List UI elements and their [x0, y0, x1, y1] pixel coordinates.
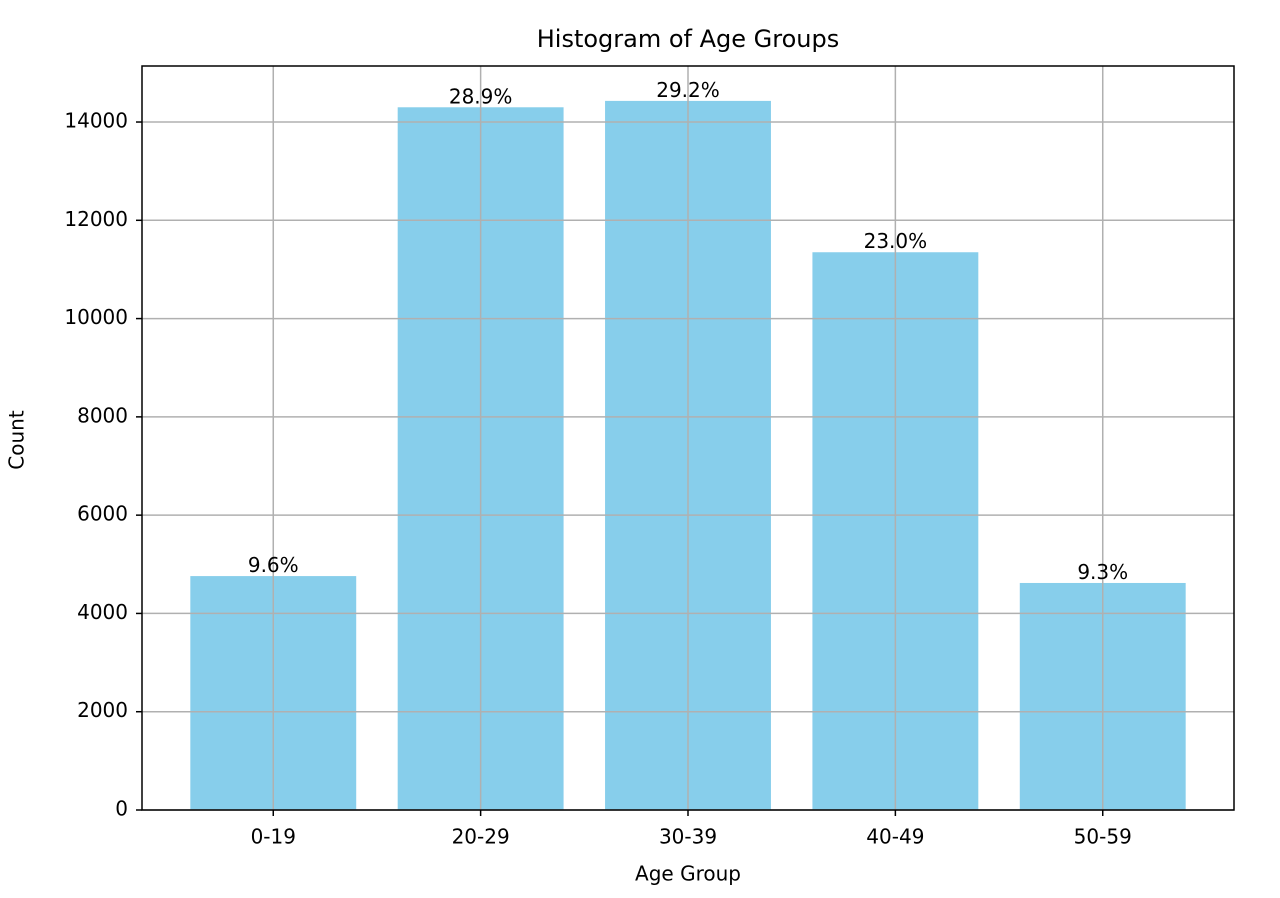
x-axis-label: Age Group: [635, 862, 741, 886]
x-tick-label: 30-39: [659, 825, 717, 849]
y-tick-label: 6000: [77, 502, 128, 526]
y-tick-label: 4000: [77, 600, 128, 624]
bar-annotation: 29.2%: [656, 78, 720, 102]
y-tick-label: 8000: [77, 403, 128, 427]
y-tick-label: 12000: [64, 207, 128, 231]
bar-annotation: 28.9%: [449, 84, 513, 108]
y-tick-label: 10000: [64, 305, 128, 329]
x-tick-label: 40-49: [866, 825, 924, 849]
bar-annotation: 23.0%: [864, 229, 928, 253]
x-tick-label: 0-19: [251, 825, 296, 849]
y-tick-label: 14000: [64, 109, 128, 133]
chart-title: Histogram of Age Groups: [537, 25, 840, 53]
bar-annotation: 9.6%: [248, 553, 299, 577]
y-axis-label: Count: [5, 410, 29, 470]
x-tick-label: 20-29: [452, 825, 510, 849]
y-tick-label: 0: [115, 797, 128, 821]
x-tick-label: 50-59: [1074, 825, 1132, 849]
y-tick-label: 2000: [77, 698, 128, 722]
bar-annotation: 9.3%: [1077, 560, 1128, 584]
plot-frame: [141, 65, 1235, 811]
